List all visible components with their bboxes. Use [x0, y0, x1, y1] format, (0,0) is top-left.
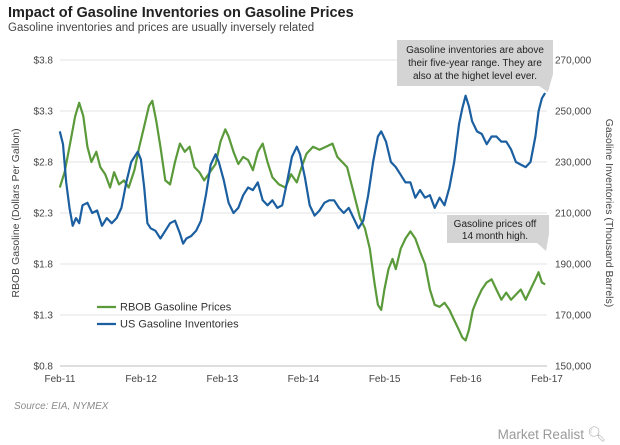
- right-tick-label: 250,000: [555, 107, 592, 118]
- x-tick-label: Feb-12: [125, 374, 157, 385]
- x-tick-label: Feb-11: [45, 374, 76, 385]
- x-tick-label: Feb-15: [369, 374, 401, 385]
- inventory-callout-box: [397, 40, 553, 92]
- source-note: Source: EIA, NYMEX: [14, 401, 109, 412]
- chart-subtitle: Gasoline inventories and prices are usua…: [8, 22, 315, 34]
- left-tick-label: $2.8: [34, 158, 54, 169]
- magnifier-icon: 🔍︎: [586, 426, 606, 443]
- price-callout-line-2: 14 month high.: [462, 231, 528, 242]
- x-tick-label: Feb-16: [450, 374, 482, 385]
- right-tick-label: 150,000: [555, 362, 592, 373]
- brand-name: Market Realist: [497, 426, 584, 442]
- price-callout: Gasoline prices off 14 month high.: [447, 215, 549, 251]
- inventory-callout-line-3: also at the highet level ever.: [413, 71, 537, 82]
- price-callout-line-1: Gasoline prices off: [454, 219, 537, 230]
- left-tick-label: $2.3: [34, 209, 54, 220]
- x-tick-label: Feb-17: [531, 374, 563, 385]
- price-callout-box: [447, 215, 549, 251]
- brand-logo: Market Realist 🔍︎: [498, 425, 606, 443]
- left-tick-label: $0.8: [34, 362, 54, 373]
- right-axis-label: Gasoline Inventories (Thousand Barrels): [603, 119, 615, 308]
- inventory-callout-line-1: Gasoline inventories are above: [406, 45, 544, 56]
- left-axis-ticks: $0.8 $1.3 $1.8 $2.3 $2.8 $3.3 $3.8: [34, 56, 54, 373]
- left-axis-label: RBOB Gasoline (Dollars Per Gallon): [10, 128, 22, 297]
- right-axis-ticks: 150,000 170,000 190,000 210,000 230,000 250,0…: [555, 56, 592, 373]
- chart-title: Impact of Gasoline Inventories on Gasoli…: [8, 5, 354, 21]
- x-tick-label: Feb-13: [206, 374, 238, 385]
- inventory-callout: Gasoline inventories are above their fiv…: [397, 40, 553, 92]
- inventory-callout-line-2: their five-year range. They are: [408, 58, 542, 69]
- right-tick-label: 230,000: [555, 158, 592, 169]
- right-tick-label: 190,000: [555, 260, 592, 271]
- right-tick-label: 210,000: [555, 209, 592, 220]
- left-tick-label: $1.3: [34, 311, 54, 322]
- right-tick-label: 170,000: [555, 311, 592, 322]
- series-line-gasoline-prices: [58, 99, 546, 342]
- x-tick-label: Feb-14: [288, 374, 320, 385]
- right-tick-label: 270,000: [555, 56, 592, 67]
- series-line-gasoline-inventories: [58, 92, 547, 245]
- x-axis-ticks: Feb-11 Feb-12 Feb-13 Feb-14 Feb-15 Feb-16 Feb-…: [45, 374, 564, 385]
- series-lines: [58, 92, 547, 342]
- legend-label-gasoline-inventories: US Gasoline Inventories: [120, 319, 239, 331]
- left-tick-label: $3.3: [34, 107, 54, 118]
- left-tick-label: $3.8: [34, 56, 54, 67]
- legend-label-gasoline-prices: RBOB Gasoline Prices: [120, 302, 232, 314]
- left-tick-label: $1.8: [34, 260, 54, 271]
- legend: RBOB Gasoline Prices US Gasoline Invento…: [97, 302, 239, 331]
